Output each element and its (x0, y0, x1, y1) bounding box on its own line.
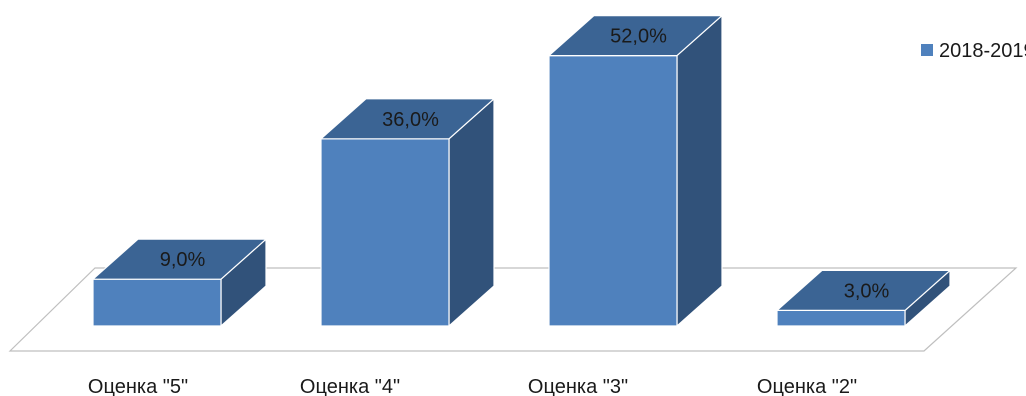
category-labels-group: Оценка "5" Оценка "4" Оценка "3" Оценка "2" (88, 376, 857, 396)
bar-top-face (92, 238, 267, 280)
bar-top-face (320, 98, 495, 140)
legend-label: 2018-2019 (939, 40, 1026, 62)
bars-group (92, 15, 951, 327)
bar-top-face (776, 269, 951, 311)
category-label-2: Оценка "4" (300, 376, 400, 396)
bar-front-face (320, 138, 450, 327)
bar-1 (92, 238, 267, 327)
bar-top-face (548, 15, 723, 57)
data-label-2: 36,0% (382, 109, 439, 131)
bar-front-face (92, 278, 222, 327)
legend: 2018-2019 (921, 40, 1026, 62)
bar-front-face (548, 54, 678, 327)
bar-side-face (676, 15, 723, 327)
bar-2 (320, 98, 495, 327)
legend-swatch (921, 44, 933, 56)
data-labels-group: 9,0% 36,0% 52,0% 3,0% (160, 26, 890, 303)
bar-3 (548, 15, 723, 327)
bar-front-face (776, 309, 906, 327)
data-label-1: 9,0% (160, 249, 206, 271)
bar-4 (776, 269, 951, 327)
data-label-3: 52,0% (610, 26, 667, 48)
data-label-4: 3,0% (844, 280, 890, 302)
category-label-3: Оценка "3" (528, 376, 628, 396)
chart-floor (8, 267, 1018, 352)
category-label-4: Оценка "2" (757, 376, 857, 396)
category-label-1: Оценка "5" (88, 376, 188, 396)
